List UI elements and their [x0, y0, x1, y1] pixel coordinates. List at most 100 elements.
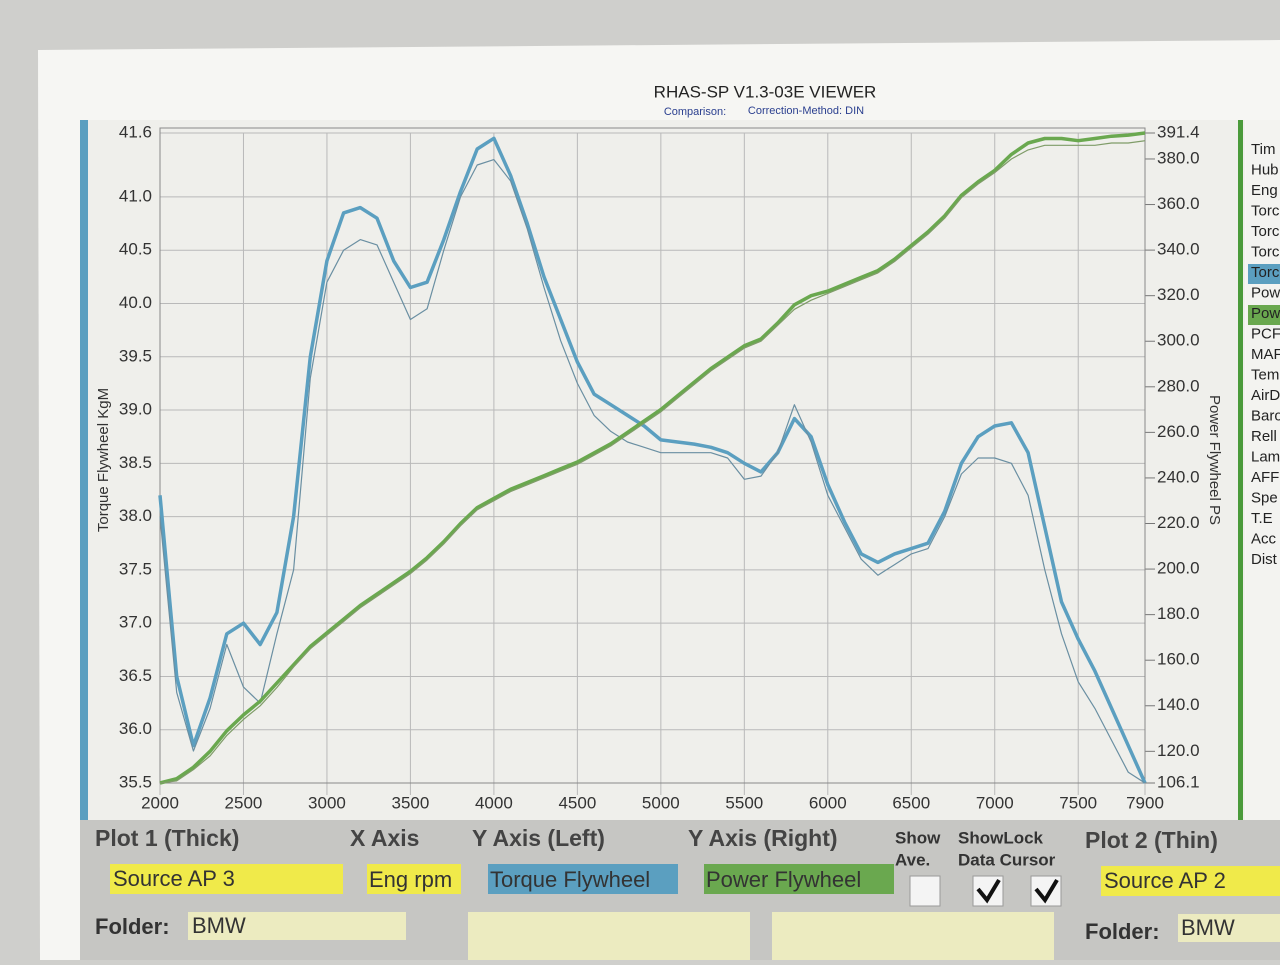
y2-axis-title: Power Flywheel PS [1206, 395, 1223, 525]
y2-tick-label: 340.0 [1157, 240, 1200, 259]
y2-tick-label: 380.0 [1157, 148, 1200, 167]
y2-tick-label: 260.0 [1157, 422, 1200, 441]
y-axis-title: Torque Flywheel KgM [95, 388, 112, 532]
text-field[interactable] [188, 912, 406, 940]
channel-list: Tim Hub Eng Torc Torc Torc Torc Pow Pow PCF MAF Tem… [1246, 120, 1280, 820]
channel-name: Acc [1251, 530, 1277, 547]
channel-name: Torc [1251, 223, 1280, 240]
y2-tick-label: 160.0 [1157, 650, 1200, 669]
selected-channel [1248, 264, 1280, 284]
subtitle: Correction-Method: DIN [748, 105, 864, 117]
channel-name: Torc [1251, 202, 1280, 219]
y2-tick-label: 220.0 [1157, 513, 1200, 532]
channel-name: Pow [1251, 284, 1280, 301]
panel-header: Y Axis (Right) [688, 825, 838, 851]
y-tick-label: 41.0 [119, 186, 152, 205]
series-line [159, 159, 1146, 784]
dropdown-value: Power Flywheel [706, 867, 861, 892]
dropdown-value: Source AP 3 [113, 866, 235, 891]
dropdown[interactable] [1101, 866, 1280, 896]
channel-name: Lam [1251, 448, 1280, 465]
selected-channel [1248, 305, 1280, 325]
plot-background [80, 120, 1245, 820]
y-tick-label: 40.5 [119, 240, 152, 259]
left-axis-bar [80, 120, 88, 820]
channel-name: PCF [1251, 325, 1280, 342]
x-tick-label: 5500 [725, 793, 763, 812]
y2-tick-label: 180.0 [1157, 604, 1200, 623]
text-field[interactable] [1178, 914, 1280, 942]
panel-header: Plot 2 (Thin) [1085, 827, 1218, 853]
y-tick-label: 40.0 [119, 293, 152, 312]
subtitle: Comparison: [664, 106, 726, 118]
x-tick-label: 7900 [1126, 793, 1164, 812]
field-label: Folder: [95, 914, 170, 939]
chart-title: RHAS-SP V1.3-03E VIEWER [654, 82, 877, 101]
dropdown[interactable] [110, 864, 343, 894]
channel-name: AirD [1251, 387, 1280, 404]
text-field[interactable] [772, 912, 1054, 960]
channel-name: Baro [1251, 407, 1280, 424]
y-tick-label: 41.6 [119, 122, 152, 141]
x-tick-label: 3500 [392, 793, 430, 812]
x-tick-label: 7000 [976, 793, 1014, 812]
y-tick-label: 37.0 [119, 613, 152, 632]
y-tick-label: 36.0 [119, 719, 152, 738]
dropdown-value: Torque Flywheel [490, 867, 650, 892]
x-tick-label: 4000 [475, 793, 513, 812]
channel-name: Eng [1251, 182, 1278, 199]
panel-header: Data Cursor [958, 850, 1056, 869]
checkmark [1034, 878, 1059, 904]
dropdown-value: Source AP 2 [1104, 868, 1226, 893]
y2-tick-label: 106.1 [1157, 772, 1200, 791]
channel-name: T.E [1251, 510, 1273, 527]
panel-header: Plot 1 (Thick) [95, 825, 239, 851]
dropdown-value: Eng rpm [369, 867, 452, 892]
channel-list-bg [1246, 120, 1280, 820]
panel-header: X Axis [350, 825, 419, 851]
checkbox[interactable] [909, 875, 941, 907]
y2-tick-label: 120.0 [1157, 741, 1200, 760]
x-tick-label: 6500 [892, 793, 930, 812]
y2-tick-label: 391.4 [1157, 122, 1200, 141]
checkmark [976, 878, 1001, 904]
channel-name: Rell [1251, 428, 1277, 445]
series-line [159, 140, 1146, 784]
panel-header: Ave. [895, 850, 930, 869]
channel-name: AFF [1251, 469, 1279, 486]
channel-name: Dist [1251, 551, 1278, 568]
y-tick-label: 38.5 [119, 453, 152, 472]
y-tick-label: 37.5 [119, 559, 152, 578]
y2-tick-label: 200.0 [1157, 559, 1200, 578]
channel-name: MAF [1251, 346, 1280, 363]
channel-name: Torc [1251, 264, 1280, 281]
y2-tick-label: 140.0 [1157, 695, 1200, 714]
dropdown[interactable] [704, 864, 894, 894]
dropdown[interactable] [488, 864, 678, 894]
panel-header: ShowLock [958, 828, 1044, 847]
channel-name: Tim [1251, 141, 1275, 158]
plot-frame [159, 127, 1146, 784]
x-tick-label: 7500 [1059, 793, 1097, 812]
x-tick-label: 2500 [225, 793, 263, 812]
y-tick-label: 35.5 [119, 772, 152, 791]
series-line [158, 136, 1147, 784]
panel-header: Y Axis (Left) [472, 825, 605, 851]
dropdown[interactable] [367, 864, 461, 894]
x-tick-label: 4500 [558, 793, 596, 812]
text-field[interactable] [468, 912, 750, 960]
right-axis-bar [1238, 120, 1243, 820]
channel-name: Pow [1251, 305, 1280, 322]
y2-tick-label: 280.0 [1157, 376, 1200, 395]
panel-header: Show [895, 828, 941, 847]
y-tick-label: 38.0 [119, 506, 152, 525]
x-tick-label: 3000 [308, 793, 346, 812]
field-value: BMW [1181, 915, 1235, 940]
y2-tick-label: 360.0 [1157, 194, 1200, 213]
y2-tick-label: 320.0 [1157, 285, 1200, 304]
channel-name: Hub [1251, 161, 1279, 178]
field-value: BMW [192, 913, 246, 938]
y2-tick-label: 300.0 [1157, 331, 1200, 350]
x-tick-label: 6000 [809, 793, 847, 812]
